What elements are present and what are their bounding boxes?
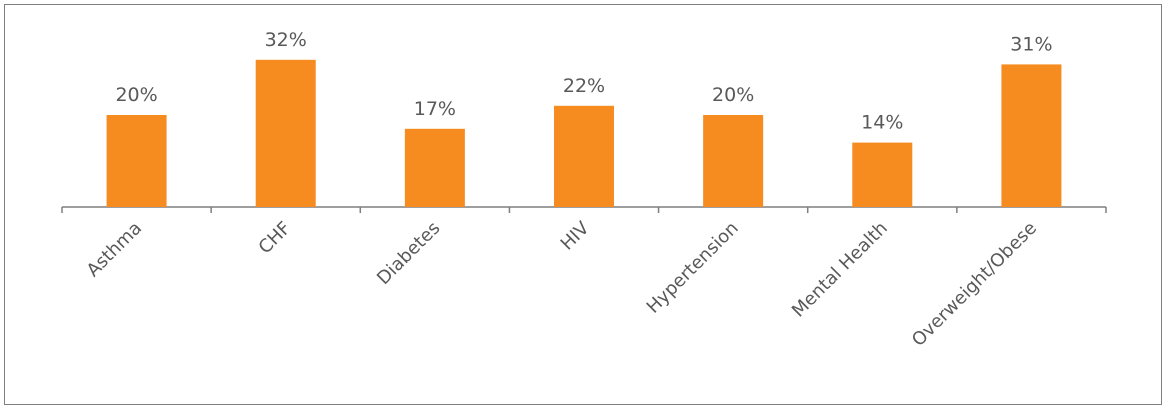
bar-mental-health	[852, 142, 913, 207]
bar-diabetes	[404, 128, 465, 207]
bar-overweight-obese	[1001, 64, 1062, 208]
bar-chf	[255, 59, 316, 207]
category-label: Mental Health	[788, 218, 892, 322]
bar-hiv	[554, 105, 614, 207]
bar-hypertension	[703, 115, 764, 207]
category-label: Diabetes	[373, 218, 444, 289]
data-label: 20%	[712, 84, 754, 106]
bar-asthma	[106, 115, 167, 207]
data-label: 32%	[265, 29, 307, 51]
category-label: CHF	[255, 218, 296, 259]
data-label: 20%	[115, 84, 157, 106]
data-label: 31%	[1010, 33, 1052, 55]
category-label: Asthma	[83, 218, 146, 281]
data-label: 14%	[861, 112, 903, 134]
data-label: 22%	[563, 75, 605, 97]
category-label: Hypertension	[643, 218, 743, 318]
data-label: 17%	[414, 98, 456, 120]
category-label: Overweight/Obese	[908, 218, 1041, 351]
category-label: HIV	[557, 217, 594, 254]
